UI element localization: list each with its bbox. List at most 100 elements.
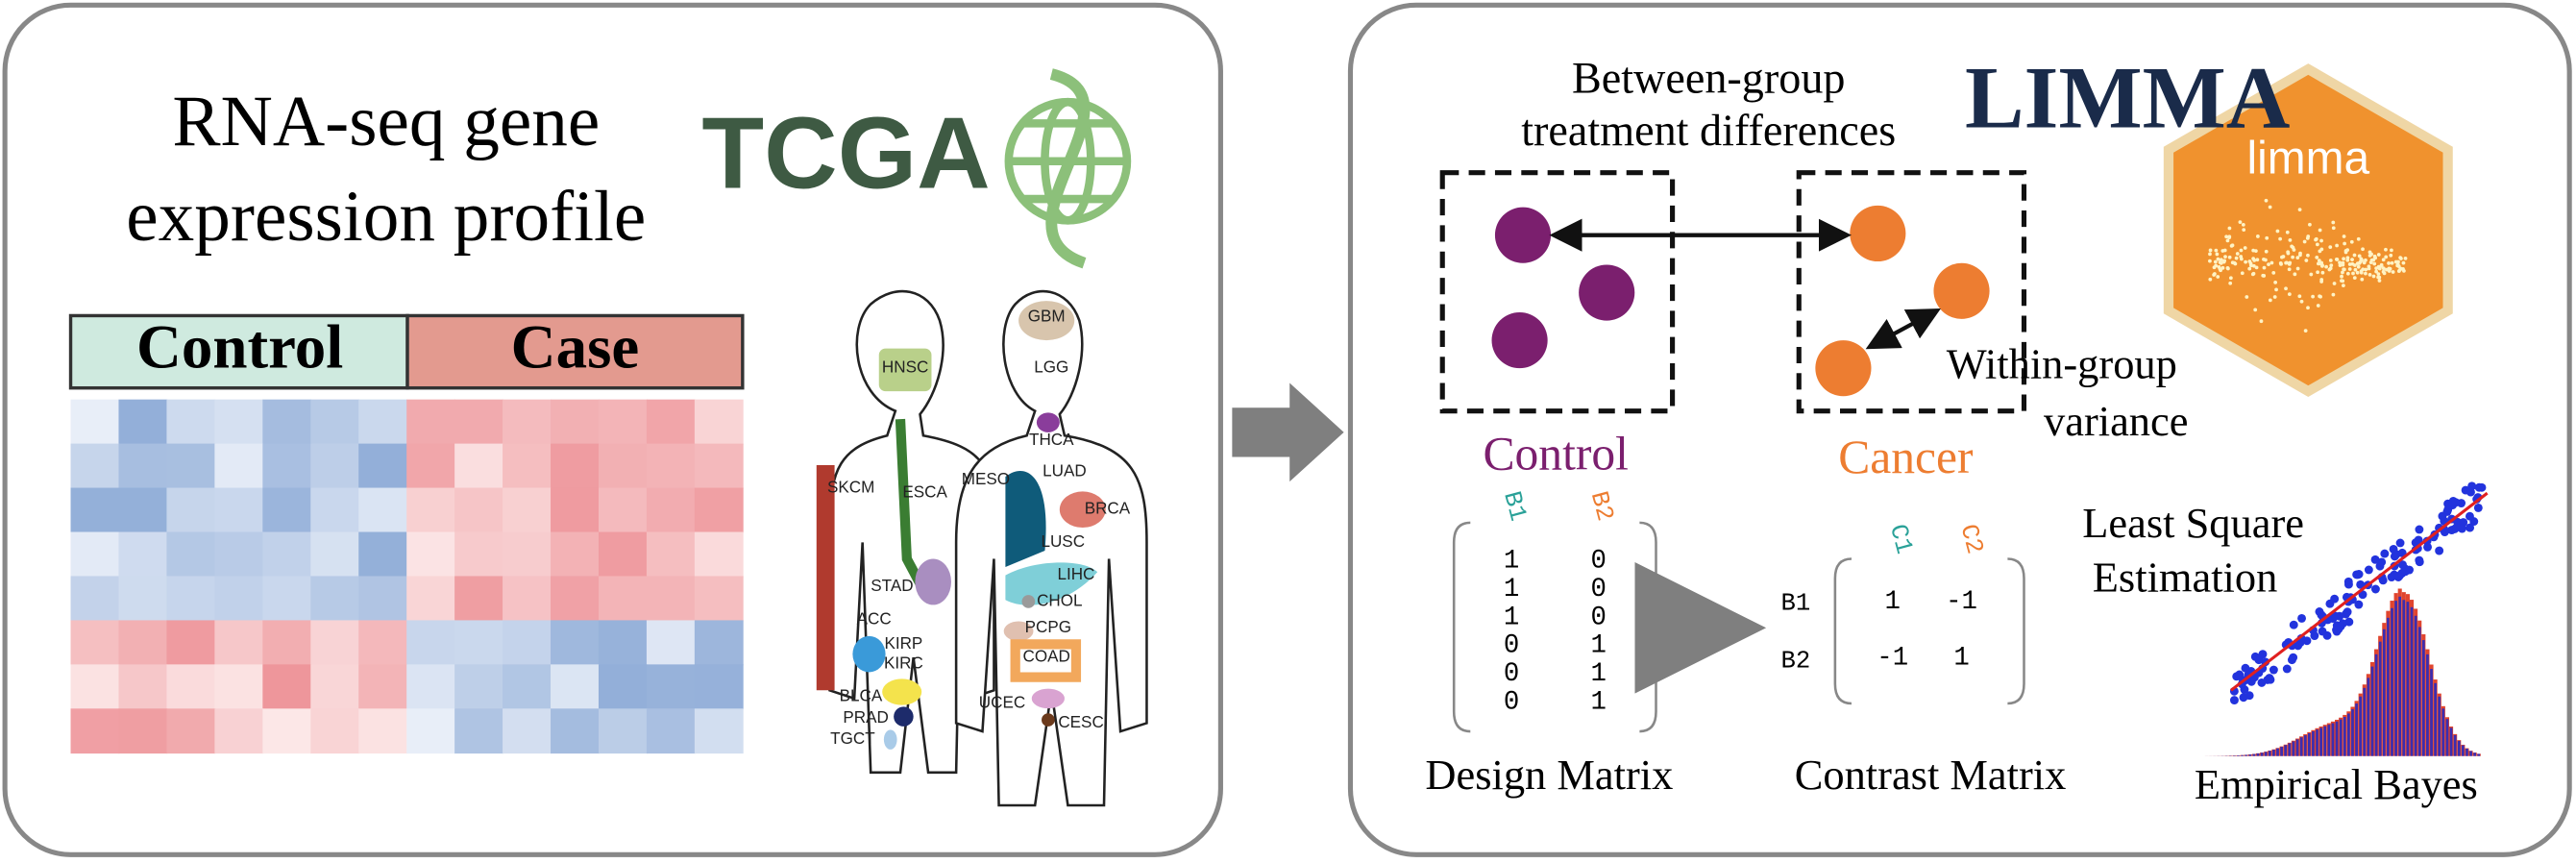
logo-dot — [2287, 267, 2292, 272]
title-line: expression profile — [126, 177, 646, 257]
logo-dot — [2343, 250, 2348, 255]
hist-bar-blue — [2295, 739, 2299, 756]
title-line: RNA-seq gene — [172, 82, 600, 161]
logo-dot — [2371, 274, 2376, 279]
logo-dot — [2235, 252, 2240, 256]
logo-dot — [2297, 208, 2302, 212]
heatmap-cell — [166, 708, 216, 754]
logo-dot — [2212, 273, 2217, 277]
logo-dot — [2284, 260, 2289, 265]
heatmap-cell — [166, 620, 216, 666]
hist-bar-blue — [2378, 641, 2382, 756]
hist-bar-blue — [2346, 713, 2350, 756]
logo-dot — [2285, 230, 2290, 234]
hist-bar-blue — [2473, 752, 2477, 756]
heatmap-cell — [694, 531, 744, 578]
scatter-dot — [2229, 696, 2239, 705]
heatmap-cell — [646, 531, 696, 578]
contrast-row-name: B1 — [1780, 589, 1810, 617]
scatter-dot — [2297, 613, 2306, 623]
heatmap-cell — [454, 708, 503, 754]
logo-dot — [2239, 255, 2244, 259]
logo-dot — [2311, 294, 2315, 299]
logo-dot — [2381, 258, 2386, 262]
hist-bar-blue — [2276, 748, 2279, 756]
hist-bar-blue — [2292, 741, 2295, 756]
heatmap-cell — [310, 531, 360, 578]
logo-dot — [2360, 277, 2365, 282]
logo-dot — [2248, 263, 2253, 268]
logo-dot — [2208, 277, 2213, 282]
heatmap-cell — [262, 708, 312, 754]
logo-dot — [2291, 255, 2294, 259]
logo-dot — [2399, 257, 2403, 260]
scatter-dot — [2269, 665, 2278, 675]
heatmap-cell — [166, 531, 216, 578]
hist-bar-blue — [2469, 751, 2472, 756]
logo-dot — [2268, 298, 2272, 303]
hist-bar-blue — [2260, 752, 2264, 756]
logo-dot — [2255, 234, 2260, 238]
logo-dot — [2303, 329, 2308, 333]
logo-dot — [2259, 319, 2264, 324]
logo-dot — [2381, 266, 2386, 271]
logo-dot — [2351, 271, 2355, 276]
logo-dot — [2286, 250, 2291, 255]
scatter-dot — [2405, 565, 2414, 575]
logo-dot — [2240, 271, 2245, 276]
heatmap-cell — [503, 620, 552, 666]
hist-bar-blue — [2461, 745, 2465, 756]
logo-dot — [2306, 306, 2310, 310]
heatmap-cell — [454, 576, 503, 622]
logo-dot — [2284, 286, 2288, 291]
contrast-row-name: B2 — [1780, 647, 1810, 675]
heatmap-cell — [551, 531, 600, 578]
heatmap-cell — [406, 620, 455, 666]
heatmap-cell — [694, 399, 744, 445]
heatmap-cell — [262, 399, 312, 445]
logo-dot — [2298, 251, 2302, 256]
logo-dot — [2315, 255, 2319, 259]
heatmap-cell — [598, 576, 648, 622]
heatmap-cell — [454, 487, 503, 533]
logo-dot — [2227, 255, 2232, 259]
hist-bar-blue — [2256, 752, 2260, 756]
heatmap-cell — [358, 443, 408, 489]
logo-dot — [2214, 248, 2219, 253]
hist-bar-blue — [2241, 754, 2244, 756]
logo-dot — [2273, 281, 2278, 284]
cancer-label: Cancer — [1838, 431, 1974, 483]
heatmap-cell — [310, 487, 360, 533]
cancer-label: CHOL — [1037, 591, 1082, 609]
logo-dot — [2317, 259, 2321, 263]
logo-dot — [2281, 255, 2286, 259]
logo-dot — [2376, 253, 2381, 257]
cancer-label: THCA — [1029, 431, 1074, 449]
heatmap-cell — [454, 443, 503, 489]
heatmap-cell — [262, 443, 312, 489]
cancer-label: TGCT — [830, 729, 875, 748]
logo-dot — [2242, 228, 2246, 232]
logo-dot — [2264, 198, 2269, 203]
hist-bar-blue — [2272, 750, 2275, 756]
heatmap-cell — [694, 620, 744, 666]
group-label: Control — [136, 313, 343, 382]
heatmap-cell — [503, 531, 552, 578]
logo-dot — [2208, 248, 2213, 253]
design-value: 0 — [1590, 575, 1606, 604]
logo-dot — [2355, 270, 2360, 275]
logo-dot — [2308, 222, 2312, 227]
scatter-dot — [2443, 505, 2453, 514]
heatmap-cell — [166, 487, 216, 533]
logo-dot — [2295, 256, 2300, 260]
heatmap-cell — [70, 531, 120, 578]
hist-bar-blue — [2453, 734, 2457, 756]
scatter-dot — [2343, 607, 2352, 617]
limma-logo-text: limma — [2246, 133, 2369, 184]
heatmap-cell — [70, 443, 120, 489]
hist-bar-blue — [2299, 737, 2303, 756]
logo-dot — [2316, 270, 2319, 275]
heatmap-cell — [166, 664, 216, 710]
heatmap-cell — [358, 620, 408, 666]
